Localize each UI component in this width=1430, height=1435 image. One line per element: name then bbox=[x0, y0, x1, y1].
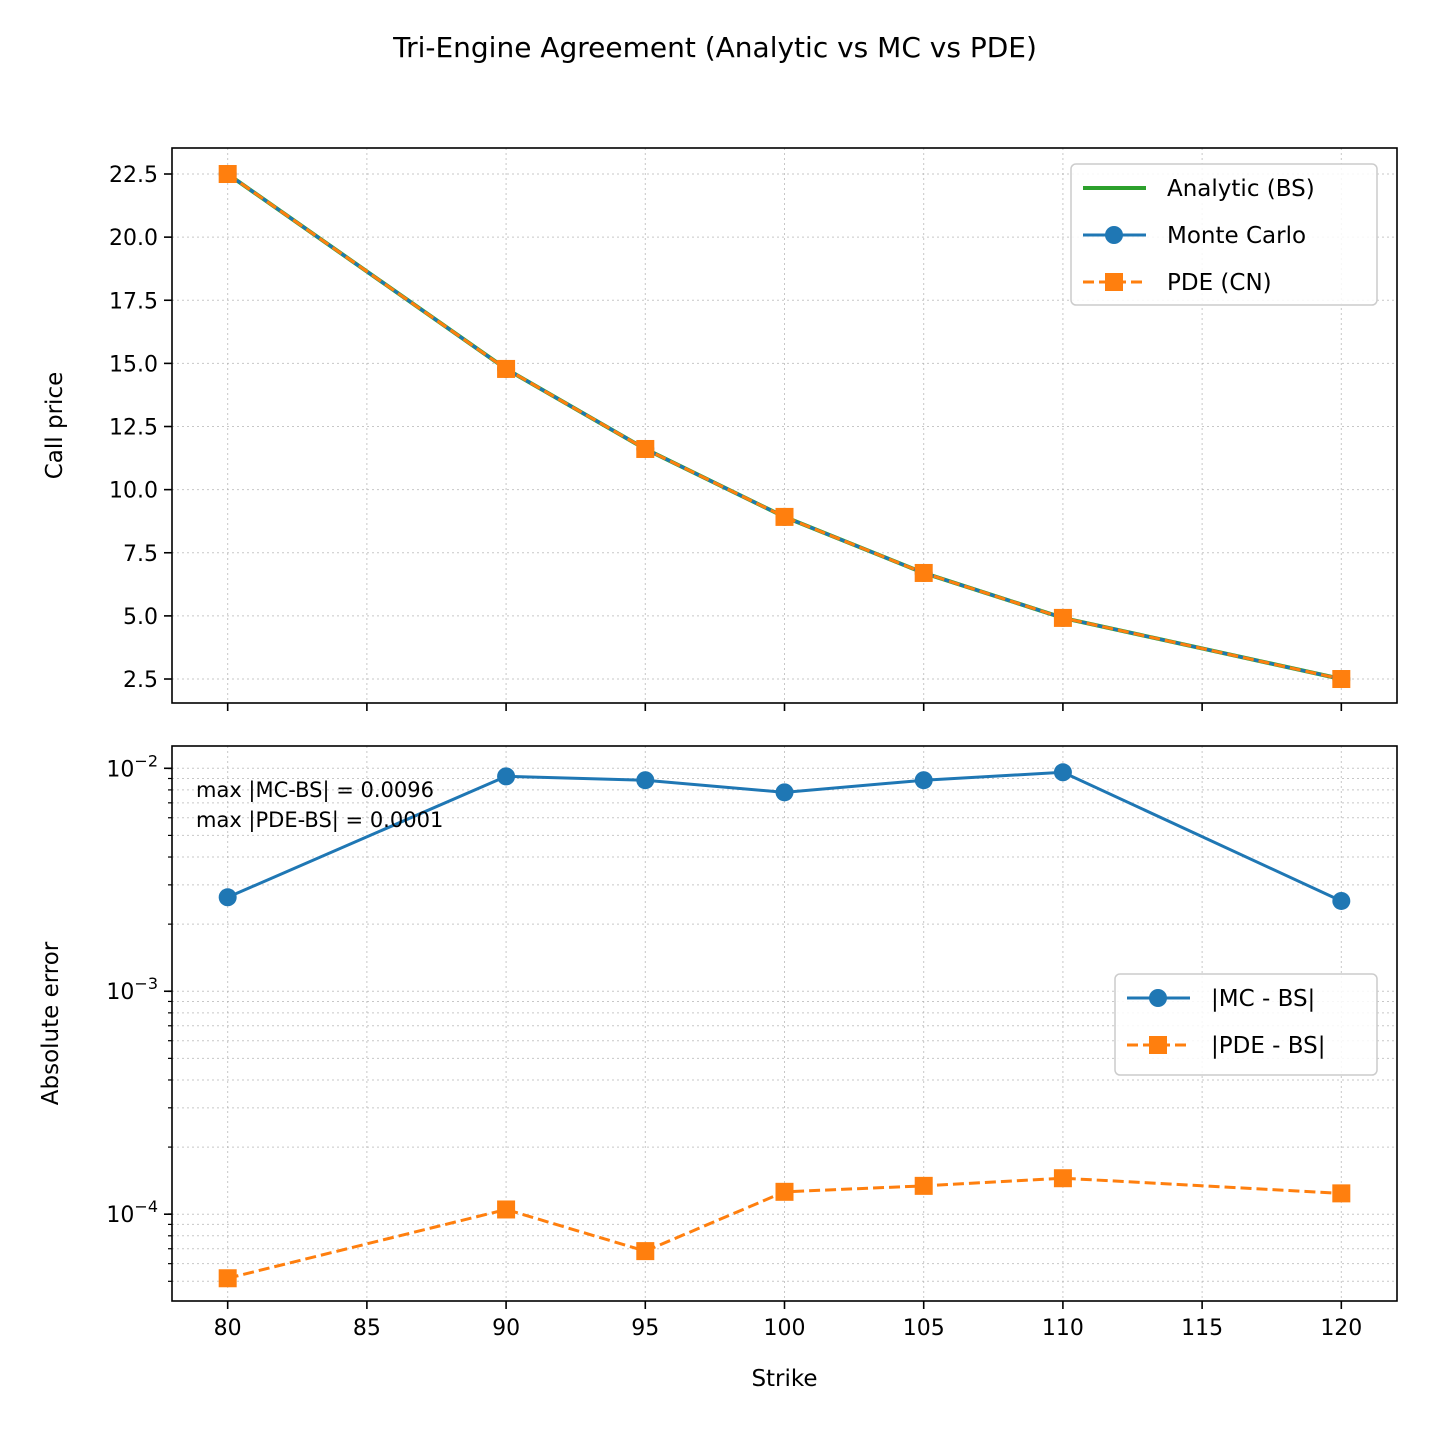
error-axes: 80 85 90 95 100 105 110 115 120 10−4 10−3 10−2 Absol… bbox=[38, 745, 1398, 1392]
x-tick-label: 85 bbox=[353, 1316, 381, 1341]
y-tick-label: 22.5 bbox=[109, 163, 158, 188]
data-point bbox=[497, 1200, 516, 1219]
legend-label: PDE (CN) bbox=[1167, 270, 1272, 296]
data-point bbox=[636, 439, 655, 458]
series-pde-bs bbox=[218, 1169, 1351, 1288]
data-point bbox=[636, 1242, 655, 1261]
chart-title: Tri-Engine Agreement (Analytic vs MC vs … bbox=[392, 31, 1037, 64]
data-point bbox=[1053, 1169, 1072, 1188]
legend-entry: Analytic (BS) bbox=[1083, 176, 1315, 202]
data-point bbox=[775, 783, 794, 802]
y-tick-label: 10.0 bbox=[109, 479, 158, 504]
legend: Analytic (BS) Monte Carlo PDE (CN) bbox=[1070, 163, 1378, 306]
data-point bbox=[636, 771, 655, 790]
y-axis-label: Absolute error bbox=[38, 941, 64, 1105]
legend-marker bbox=[1105, 273, 1123, 291]
price-axes: 2.5 5.0 7.5 10.0 12.5 15.0 17.5 20.0 22.5 Call pr… bbox=[42, 147, 1398, 711]
x-tick-label: 95 bbox=[631, 1316, 659, 1341]
y-tick-label: 5.0 bbox=[123, 605, 158, 630]
legend-label: |PDE - BS| bbox=[1211, 1033, 1326, 1059]
data-point bbox=[1332, 670, 1351, 689]
x-tick-label: 100 bbox=[764, 1316, 806, 1341]
legend-label: |MC - BS| bbox=[1211, 986, 1315, 1012]
y-tick-label: 10−2 bbox=[106, 751, 158, 782]
stats-annotation: max |MC-BS| = 0.0096 bbox=[196, 778, 434, 803]
y-tick-label: 20.0 bbox=[109, 226, 158, 251]
legend-label: Monte Carlo bbox=[1167, 223, 1306, 249]
data-point bbox=[914, 1176, 933, 1195]
y-tick-label: 2.5 bbox=[123, 668, 158, 693]
legend-box bbox=[1070, 163, 1378, 306]
legend-entry: PDE (CN) bbox=[1083, 270, 1272, 296]
legend-entry: |MC - BS| bbox=[1127, 986, 1315, 1012]
y-tick-label: 12.5 bbox=[109, 416, 158, 441]
data-point bbox=[1332, 1184, 1351, 1203]
series-pde-cn bbox=[218, 165, 1351, 689]
stats-annotation: max |PDE-BS| = 0.0001 bbox=[196, 808, 443, 833]
x-tick-label: 105 bbox=[903, 1316, 945, 1341]
data-point bbox=[1053, 608, 1072, 627]
series-mc-bs bbox=[218, 763, 1351, 910]
y-tick-label: 7.5 bbox=[123, 542, 158, 567]
data-point bbox=[914, 771, 933, 790]
data-point bbox=[1053, 763, 1072, 782]
y-tick-label: 15.0 bbox=[109, 352, 158, 377]
legend-label: Analytic (BS) bbox=[1167, 176, 1315, 202]
x-tick-label: 115 bbox=[1181, 1316, 1223, 1341]
data-point bbox=[497, 767, 516, 786]
x-axis-label: Strike bbox=[751, 1366, 817, 1392]
legend-entry: Monte Carlo bbox=[1083, 223, 1306, 249]
x-tick-label: 120 bbox=[1320, 1316, 1362, 1341]
x-tick-label: 110 bbox=[1042, 1316, 1084, 1341]
x-tick-label: 80 bbox=[214, 1316, 242, 1341]
data-point bbox=[218, 888, 237, 907]
data-point bbox=[218, 165, 237, 184]
data-point bbox=[497, 359, 516, 378]
data-point bbox=[914, 563, 933, 582]
legend: |MC - BS| |PDE - BS| bbox=[1114, 973, 1378, 1076]
legend-marker bbox=[1149, 989, 1167, 1007]
data-point bbox=[218, 1269, 237, 1288]
legend-entry: |PDE - BS| bbox=[1127, 1033, 1326, 1059]
y-tick-label: 10−4 bbox=[106, 1197, 158, 1228]
legend-marker bbox=[1149, 1036, 1167, 1054]
legend-marker bbox=[1105, 226, 1123, 244]
data-point bbox=[775, 507, 794, 526]
y-tick-label: 17.5 bbox=[109, 289, 158, 314]
y-tick-label: 10−3 bbox=[106, 974, 158, 1005]
x-tick-label: 90 bbox=[492, 1316, 520, 1341]
data-point bbox=[1332, 891, 1351, 910]
y-axis-label: Call price bbox=[42, 372, 68, 480]
data-point bbox=[775, 1182, 794, 1201]
